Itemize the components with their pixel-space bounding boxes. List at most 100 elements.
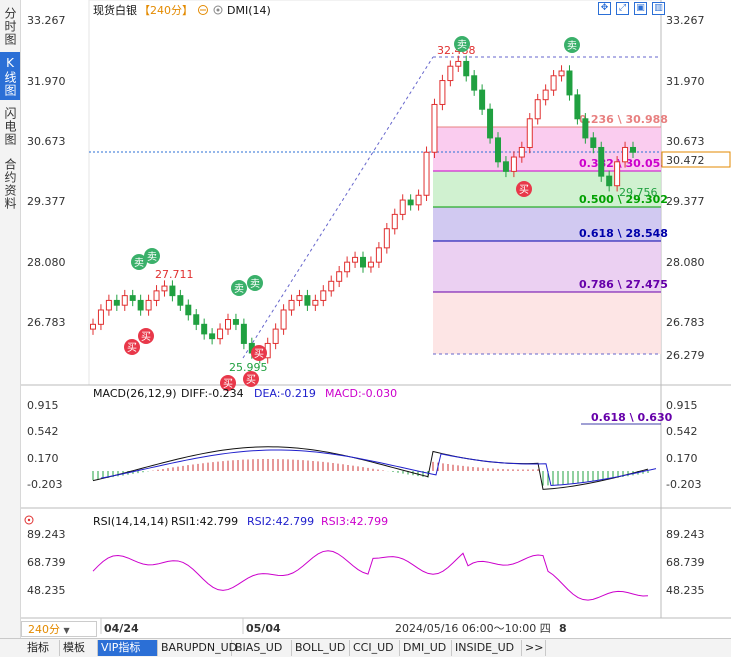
tab-dmi[interactable]: DMI_UD (400, 640, 452, 656)
candle-body (232, 319, 239, 325)
x-label-0504: 05/04 (246, 622, 281, 635)
svg-text:卖: 卖 (250, 278, 260, 290)
candle-body (487, 108, 494, 139)
tab-boll[interactable]: BOLL_UD (292, 640, 350, 656)
period-selector[interactable]: 240分 ▼ (21, 621, 97, 637)
candle-body (296, 295, 303, 301)
chart-toggle-icon[interactable]: ▥ (652, 2, 665, 15)
candle-body (344, 261, 351, 273)
candle-body (137, 299, 144, 311)
fib-label-0500: 0.500 \ 29.302 (579, 193, 668, 206)
window-icon[interactable]: ▣ (634, 2, 647, 15)
candle-body (360, 256, 366, 268)
x-label-0424: 04/24 (104, 622, 139, 635)
candle-body (447, 65, 454, 82)
rsi-tick-label-left: 89.243 (27, 528, 66, 541)
candle-body (201, 323, 208, 335)
macd-axis: 0.915 0.915 0.542 0.542 0.170 0.170 -0.203 -0.2… (27, 399, 701, 491)
price-tick-label-left: 26.783 (27, 316, 66, 329)
rsi-tick-label: 68.739 (666, 556, 705, 569)
candle-body (288, 299, 295, 311)
svg-text:买: 买 (246, 374, 256, 386)
macd-tick-label-left: 0.542 (27, 425, 59, 438)
candle-body (352, 256, 359, 263)
tab-indicators[interactable]: 指标 (24, 640, 60, 656)
candle-body (391, 213, 398, 230)
dmi-indicator-label: DMI(14) (227, 4, 271, 17)
candle-body (574, 94, 581, 120)
svg-text:RSI(14,14,14): RSI(14,14,14) (93, 515, 168, 528)
low-annotation: 25.995 (229, 361, 268, 374)
tab-timeshare[interactable]: 分时图 (3, 6, 17, 46)
candle-body (209, 333, 216, 340)
candle-body (121, 295, 128, 306)
tab-flash-chart[interactable]: 闪电图 (3, 106, 17, 146)
svg-text:买: 买 (254, 348, 264, 360)
period-selector-value: 240分 (28, 623, 60, 636)
macd-diff-line (92, 446, 649, 490)
price-tick-label: 33.267 (666, 14, 705, 27)
rsi-settings-icon[interactable] (24, 515, 34, 525)
cursor-datetime: 2024/05/16 06:00～10:00 四 (395, 622, 551, 635)
recent-low-annotation: 29.756 (619, 186, 658, 199)
tab-vip-indicators[interactable]: VIP指标 (98, 640, 158, 656)
crosshair-icon[interactable]: ✥ (598, 2, 611, 15)
candle-body (431, 103, 438, 153)
candle-body (193, 314, 200, 325)
indicator-tab-bar: 指标 模板 VIP指标 BARUPDN_UD BIAS_UD BOLL_UD C… (0, 638, 731, 657)
settings-gear-icon[interactable] (213, 5, 223, 15)
candle-body (495, 137, 501, 163)
candle-body (97, 309, 104, 325)
candle-body (455, 60, 462, 67)
candle-body (463, 60, 470, 77)
macd-header: MACD(26,12,9) DIFF:-0.234 DEA:-0.219 MAC… (93, 387, 397, 400)
rsi-line (92, 550, 649, 601)
price-tick-label-left: 29.377 (27, 195, 66, 208)
candle-body (328, 280, 335, 292)
candle-body (185, 304, 192, 316)
price-axis-left: 33.267 31.970 30.673 29.377 28.080 26.783 (27, 14, 66, 329)
tab-more[interactable]: >> (522, 640, 546, 656)
candle-body (622, 146, 629, 163)
candle-body (542, 89, 549, 101)
fib-label-0236: 0.236 \ 30.988 (579, 113, 668, 126)
candle-body (582, 118, 589, 139)
tab-contract-info[interactable]: 合约资料 (3, 158, 17, 210)
x-label-tail: 8 (559, 622, 567, 635)
tab-barupdn[interactable]: BARUPDN_UD (158, 640, 237, 656)
current-price-tag (661, 151, 731, 168)
candle-body (320, 290, 327, 301)
macd-tick-label-left: 0.170 (27, 452, 59, 465)
rsi-tick-label-left: 68.739 (27, 556, 66, 569)
candlestick-series (90, 55, 636, 364)
macd-tick-label-left: -0.203 (27, 478, 62, 491)
candle-body (336, 271, 343, 282)
sell-signal-marker: 卖 (247, 275, 263, 291)
macd-tick-label: 0.915 (666, 399, 698, 412)
period-add-icon[interactable] (198, 5, 208, 15)
candle-body (217, 328, 224, 340)
expand-icon[interactable]: ⤢ (616, 2, 629, 15)
rsi-tick-label: 48.235 (666, 584, 705, 597)
mid-high-annotation: 27.711 (155, 268, 194, 281)
tab-bias[interactable]: BIAS_UD (232, 640, 292, 656)
candle-body (272, 328, 279, 344)
candle-body (145, 299, 152, 311)
candle-body (471, 75, 478, 91)
tab-template[interactable]: 模板 (60, 640, 98, 656)
chevron-down-icon: ▼ (63, 626, 70, 635)
candle-body (407, 199, 414, 206)
candle-body (129, 295, 136, 301)
candle-body (590, 137, 597, 148)
rsi-header: RSI(14,14,14) RSI1:42.799 RSI2:42.799 RS… (24, 515, 388, 528)
chart-area[interactable]: 0.236 \ 30.988 0.382 \ 30.055 0.500 \ 29… (21, 0, 731, 638)
rsi-tick-label-left: 48.235 (27, 584, 66, 597)
tab-cci[interactable]: CCI_UD (350, 640, 400, 656)
price-tick-label-left: 30.673 (27, 135, 66, 148)
tab-inside[interactable]: INSIDE_UD (452, 640, 522, 656)
candle-body (439, 80, 446, 105)
tab-kline[interactable]: K线图 (0, 52, 20, 100)
candle-body (367, 261, 374, 268)
price-tick-label: 29.377 (666, 195, 705, 208)
